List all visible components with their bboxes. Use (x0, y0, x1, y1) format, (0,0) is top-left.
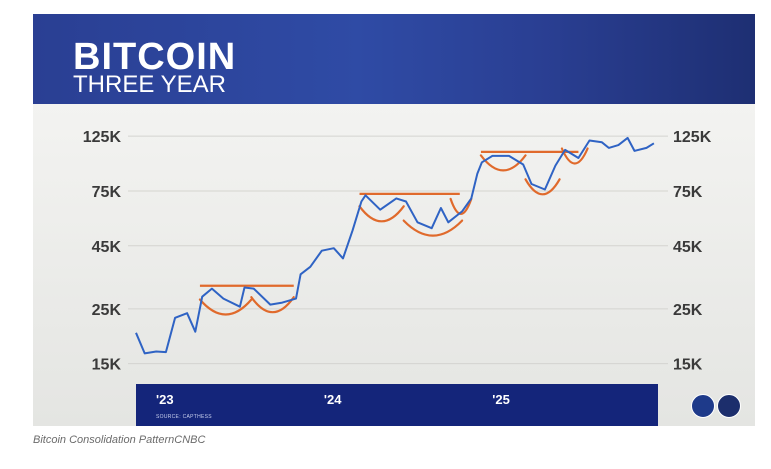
y-tick-label-right: 45K (673, 239, 703, 256)
y-tick-label-right: 25K (673, 302, 703, 319)
y-tick-label-right: 15K (673, 357, 703, 374)
image-caption: Bitcoin Consolidation PatternCNBC (33, 434, 206, 446)
y-tick-label-left: 25K (92, 302, 122, 319)
chart-subtitle: THREE YEAR (73, 71, 226, 98)
source-label: SOURCE: CAPTHESS (156, 414, 212, 420)
x-tick-label: '25 (492, 392, 510, 407)
y-tick-label-left: 45K (92, 239, 122, 256)
price-chart: 15K 15K 25K 25K 45K 45K 75K 75K 125K 125K (83, 129, 712, 374)
cup-arc (250, 296, 295, 314)
tv-screen: BITCOIN THREE YEAR 15K 15K 25K 25K 45K 45K 75K… (33, 14, 755, 426)
y-tick-label-right: 75K (673, 184, 703, 201)
y-tick-label-right: 125K (673, 129, 712, 146)
y-tick-label-left: 15K (92, 357, 122, 374)
x-tick-label: '23 (156, 392, 174, 407)
cup-arc (198, 298, 253, 316)
cup-arc (449, 197, 473, 215)
y-tick-label-left: 125K (83, 129, 122, 146)
chart-panel: 15K 15K 25K 25K 45K 45K 75K 75K 125K 125K '23'24 '… (33, 104, 755, 426)
y-tick-label-left: 75K (92, 184, 122, 201)
title-banner: BITCOIN THREE YEAR (33, 14, 755, 104)
cup-arc (524, 178, 561, 196)
cup-arc (402, 219, 464, 237)
channel-logo-icon (717, 394, 741, 418)
x-tick-label: '24 (323, 392, 342, 407)
network-logo-icon (691, 394, 715, 418)
price-series-line (135, 136, 655, 355)
x-axis-band: '23 '24 '25 SOURCE: CAPTHESS (136, 384, 658, 426)
chart-title: BITCOIN (73, 36, 237, 78)
cup-arc (358, 205, 405, 223)
